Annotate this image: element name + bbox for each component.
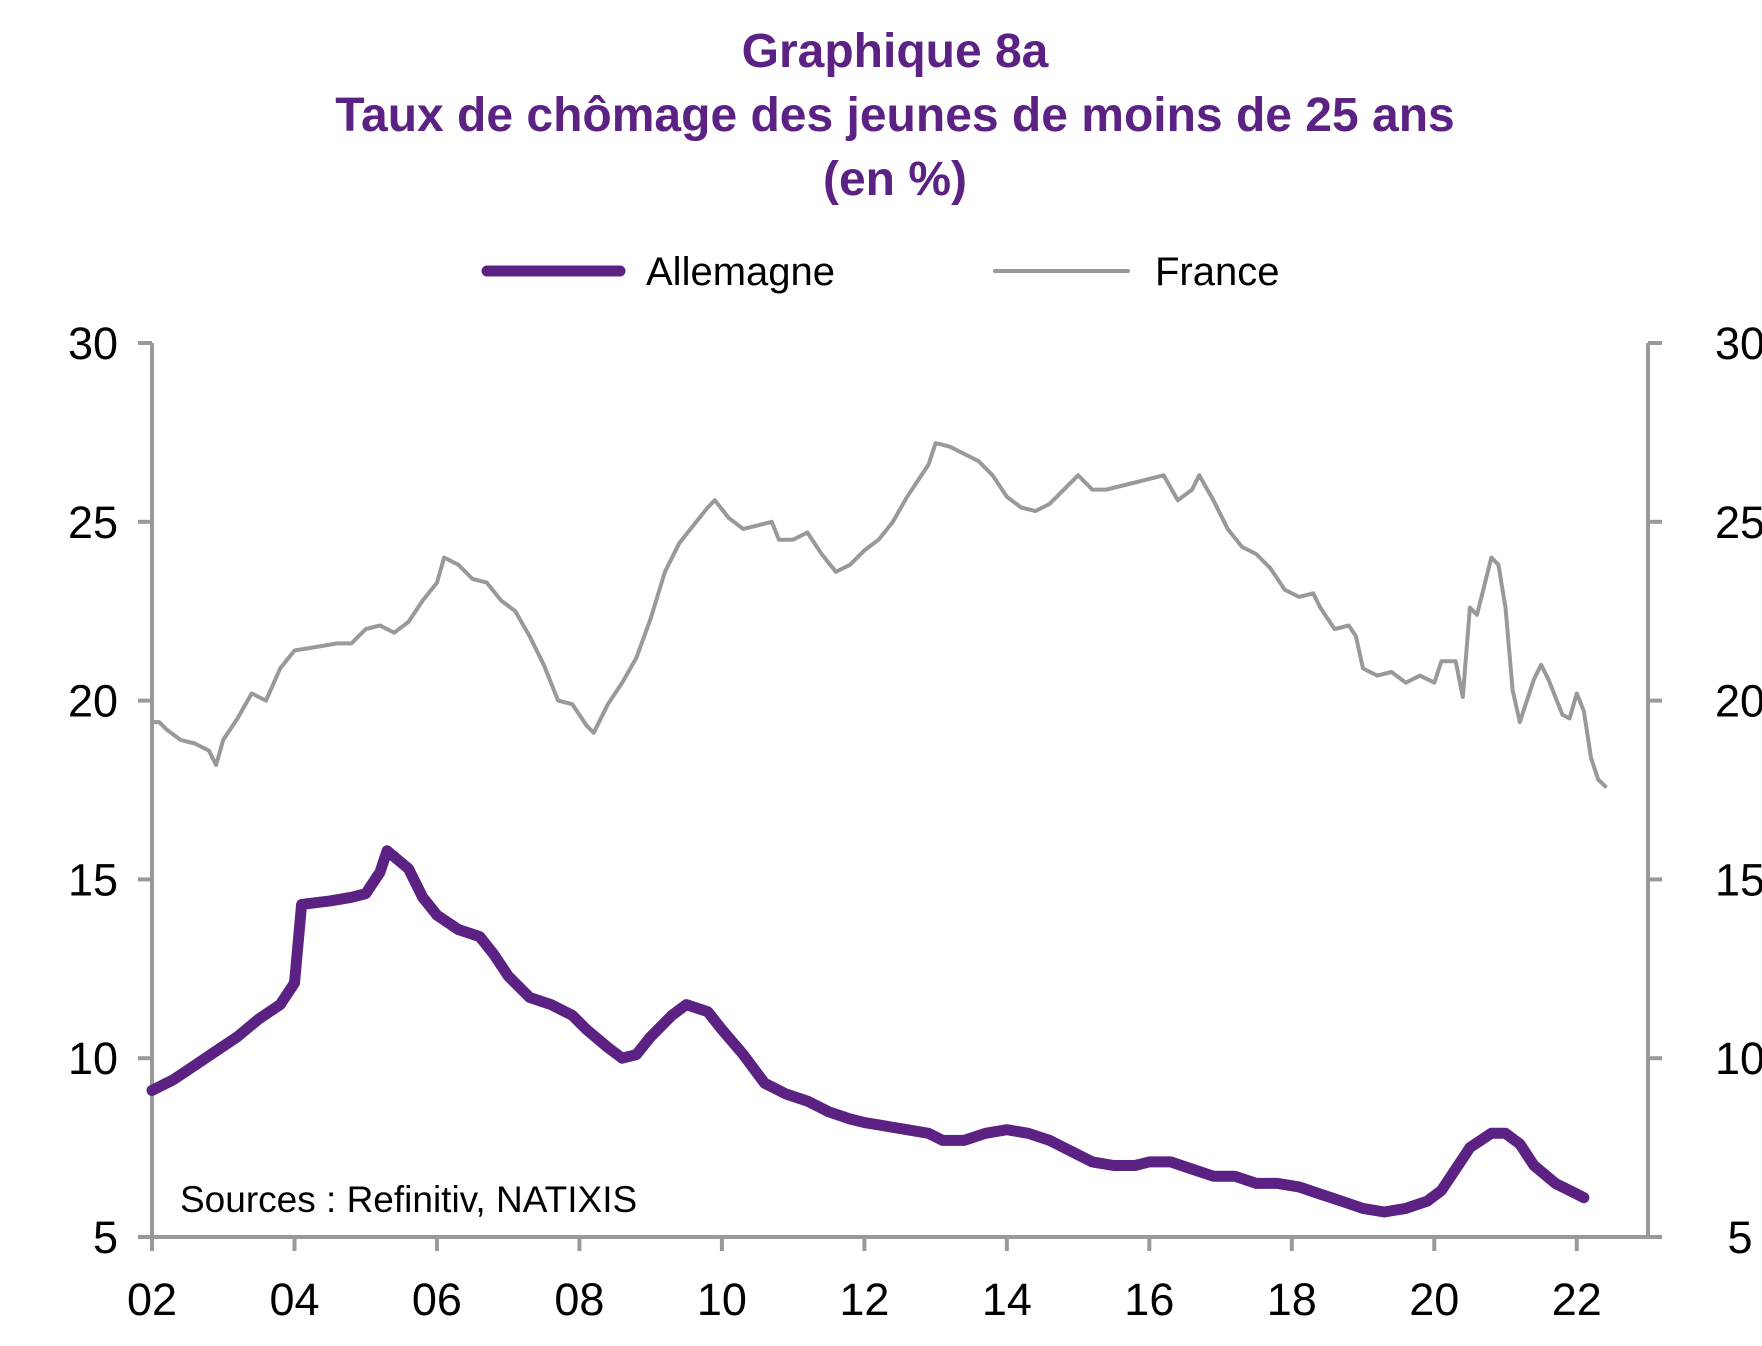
series-line-france: [150, 441, 1608, 789]
left-y-ticks: 5 10 15 20 25 30: [68, 318, 152, 1263]
chart-subtitle: Taux de chômage des jeunes de moins de 2…: [335, 89, 1455, 142]
x-tick-label: 08: [554, 1274, 604, 1325]
legend-label-allemagne: Allemagne: [646, 250, 835, 294]
legend: Allemagne France: [481, 250, 1280, 294]
x-tick-label: 06: [412, 1274, 462, 1325]
right-y-ticks: 5 10 15 20 25 30: [1648, 318, 1762, 1263]
left-y-tick-label: 20: [68, 676, 118, 727]
right-y-tick-label: 15: [1715, 854, 1762, 905]
right-y-tick-label: 20: [1715, 676, 1762, 727]
x-tick-label: 14: [982, 1274, 1032, 1325]
left-y-tick-label: 25: [68, 497, 118, 548]
left-y-tick-label: 30: [68, 318, 118, 369]
x-tick-label: 12: [839, 1274, 889, 1325]
right-y-tick-label: 30: [1715, 318, 1762, 369]
legend-label-france: France: [1155, 250, 1280, 294]
x-tick-label: 22: [1552, 1274, 1602, 1325]
right-y-tick-label: 5: [1727, 1212, 1752, 1263]
x-ticks: 02 04 06 08 10 12 14 16 18 20 22: [127, 1237, 1602, 1325]
source-note: Sources : Refinitiv, NATIXIS: [180, 1179, 637, 1220]
chart-unit-label: (en %): [823, 153, 967, 206]
x-tick-label: 16: [1124, 1274, 1174, 1325]
x-tick-label: 20: [1409, 1274, 1459, 1325]
chart-title: Graphique 8a: [742, 25, 1049, 78]
series-layer: [146, 441, 1608, 1218]
right-y-tick-label: 10: [1715, 1033, 1762, 1084]
x-tick-label: 04: [269, 1274, 319, 1325]
series-line-allemagne: [146, 845, 1590, 1218]
left-y-tick-label: 5: [93, 1212, 118, 1263]
x-tick-label: 10: [697, 1274, 747, 1325]
axes: [150, 343, 1650, 1239]
x-tick-label: 18: [1267, 1274, 1317, 1325]
left-y-tick-label: 10: [68, 1033, 118, 1084]
left-y-tick-label: 15: [68, 854, 118, 905]
right-y-tick-label: 25: [1715, 497, 1762, 548]
x-tick-label: 02: [127, 1274, 177, 1325]
